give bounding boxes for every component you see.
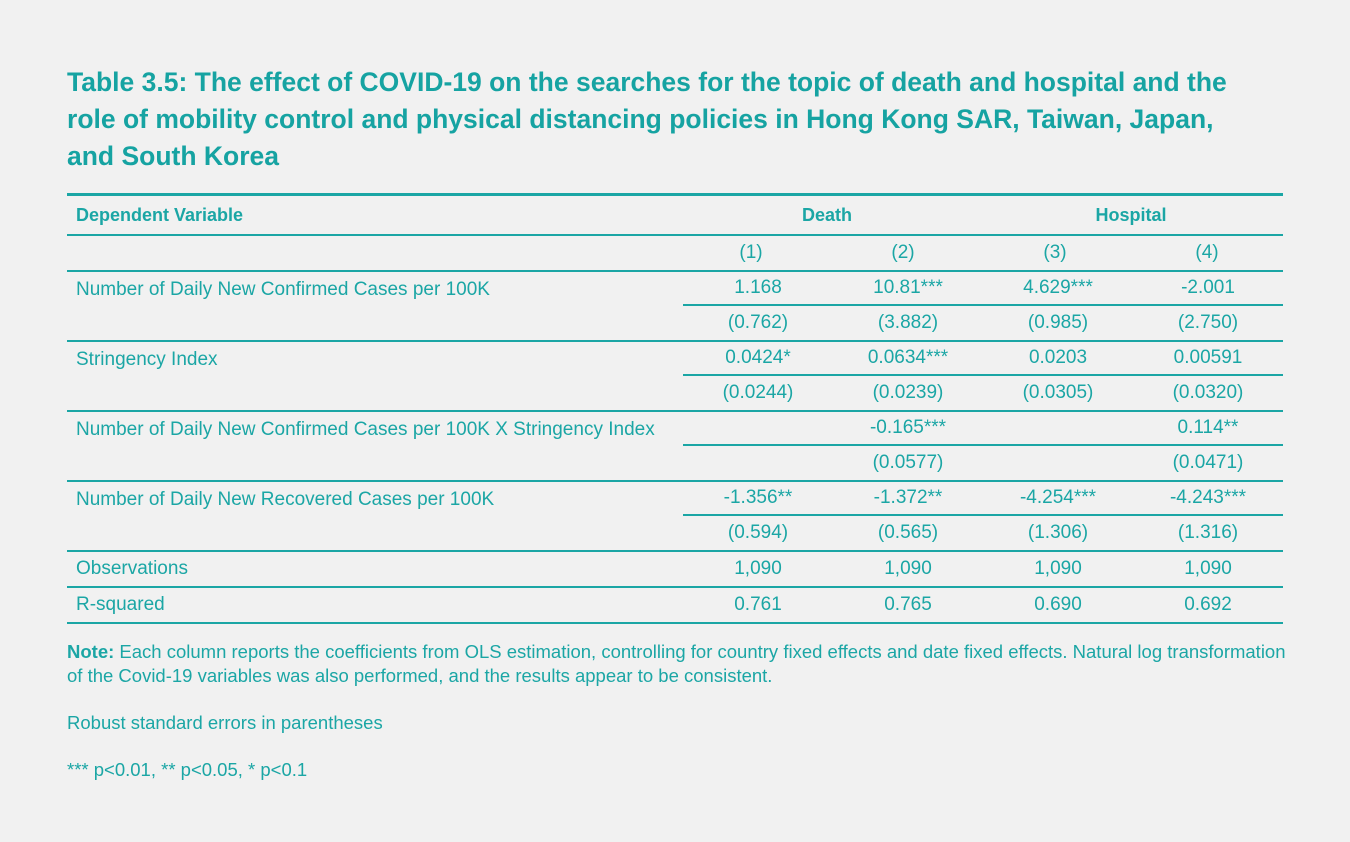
standard-error-cell: (0.0305) (1022, 382, 1094, 403)
coefficient-cell: 0.114** (1177, 417, 1239, 438)
stat-cell: 1,090 (884, 558, 932, 579)
standard-error-cell: (2.750) (1177, 312, 1239, 333)
coefficient-cell: 4.629*** (1023, 277, 1093, 298)
variable-label: Number of Daily New Confirmed Cases per … (76, 279, 490, 300)
standard-error-note: Robust standard errors in parentheses (67, 712, 383, 733)
column-header: (4) (1195, 242, 1219, 263)
standard-error-cell (683, 446, 833, 480)
standard-error-row: (0.0577) (0.0471) (683, 446, 1283, 480)
stat-cell: 1,090 (1184, 558, 1232, 579)
variable-row-group: Number of Daily New Confirmed Cases per … (67, 412, 1283, 482)
stat-cell: 0.692 (1184, 594, 1232, 615)
coefficient-cell: 10.81*** (873, 277, 943, 298)
header-row: Dependent Variable Death Hospital (67, 196, 1283, 236)
standard-error-cell: (3.882) (877, 312, 939, 333)
regression-table: Dependent Variable Death Hospital (1) (2… (67, 193, 1283, 624)
coefficient-cell: 1.168 (734, 277, 782, 298)
coefficient-row: 1.168 10.81*** 4.629*** -2.001 (683, 272, 1283, 306)
significance-note: *** p<0.01, ** p<0.05, * p<0.1 (67, 759, 308, 780)
variable-row-group: Number of Daily New Recovered Cases per … (67, 482, 1283, 552)
stat-label: R-squared (76, 594, 165, 615)
coefficient-cell: 0.00591 (1173, 347, 1243, 368)
variable-label: Number of Daily New Recovered Cases per … (76, 489, 495, 510)
stat-row: R-squared 0.761 0.765 0.690 0.692 (67, 588, 1283, 624)
group-death: Death (801, 204, 852, 225)
stat-cell: 0.761 (734, 594, 782, 615)
coefficient-cell: -1.356** (723, 487, 793, 508)
standard-error-cell: (0.762) (727, 312, 789, 333)
stat-cell: 1,090 (734, 558, 782, 579)
coefficient-cell: -1.372** (873, 487, 943, 508)
coefficient-cell (983, 412, 1133, 444)
standard-error-row: (0.594) (0.565) (1.306) (1.316) (683, 516, 1283, 550)
coefficient-cell (683, 412, 833, 444)
standard-error-cell: (0.0471) (1172, 452, 1244, 473)
note-label: Note: (67, 641, 115, 662)
stat-row: Observations 1,090 1,090 1,090 1,090 (67, 552, 1283, 588)
column-header: (3) (1043, 242, 1067, 263)
coefficient-cell: -0.165*** (869, 417, 947, 438)
coefficient-cell: 0.0424* (725, 347, 791, 368)
group-hospital: Hospital (1095, 204, 1167, 225)
standard-error-cell: (1.316) (1177, 522, 1239, 543)
coefficient-cell: 0.0634*** (867, 347, 949, 368)
standard-error-cell: (0.594) (727, 522, 789, 543)
standard-error-cell (983, 446, 1133, 480)
note-text: Each column reports the coefficients fro… (67, 641, 1286, 686)
table-title: Table 3.5: The effect of COVID-19 on the… (67, 67, 1227, 171)
stat-label: Observations (76, 558, 188, 579)
variable-row-group: Stringency Index 0.0424* 0.0634*** 0.0203 0.… (67, 342, 1283, 412)
variable-label: Number of Daily New Confirmed Cases per … (76, 419, 655, 440)
coefficient-cell: 0.0203 (1028, 347, 1088, 368)
coefficient-cell: -2.001 (1181, 277, 1235, 298)
coefficient-cell: -4.254*** (1019, 487, 1097, 508)
dependent-variable-label: Dependent Variable (76, 204, 244, 225)
coefficient-row: 0.0424* 0.0634*** 0.0203 0.00591 (683, 342, 1283, 376)
standard-error-cell: (0.565) (877, 522, 939, 543)
variable-row-group: Number of Daily New Confirmed Cases per … (67, 272, 1283, 342)
standard-error-row: (0.0244) (0.0239) (0.0305) (0.0320) (683, 376, 1283, 410)
stat-cell: 1,090 (1034, 558, 1082, 579)
variable-label: Stringency Index (76, 349, 218, 370)
coefficient-cell: -4.243*** (1169, 487, 1247, 508)
standard-error-row: (0.762) (3.882) (0.985) (2.750) (683, 306, 1283, 340)
standard-error-cell: (1.306) (1027, 522, 1089, 543)
standard-error-cell: (0.0244) (722, 382, 794, 403)
note-paragraph: Note: Each column reports the coefficien… (67, 640, 1287, 688)
standard-error-cell: (0.0577) (872, 452, 944, 473)
standard-error-cell: (0.985) (1027, 312, 1089, 333)
notes: Note: Each column reports the coefficien… (67, 640, 1287, 805)
standard-error-cell: (0.0239) (872, 382, 944, 403)
stat-cell: 0.765 (884, 594, 932, 615)
standard-error-cell: (0.0320) (1172, 382, 1244, 403)
column-number-row: (1) (2) (3) (4) (67, 236, 1283, 272)
column-header: (1) (739, 242, 763, 263)
coefficient-row: -1.356** -1.372** -4.254*** -4.243*** (683, 482, 1283, 516)
column-header: (2) (891, 242, 915, 263)
coefficient-row: -0.165*** 0.114** (683, 412, 1283, 446)
stat-cell: 0.690 (1034, 594, 1082, 615)
